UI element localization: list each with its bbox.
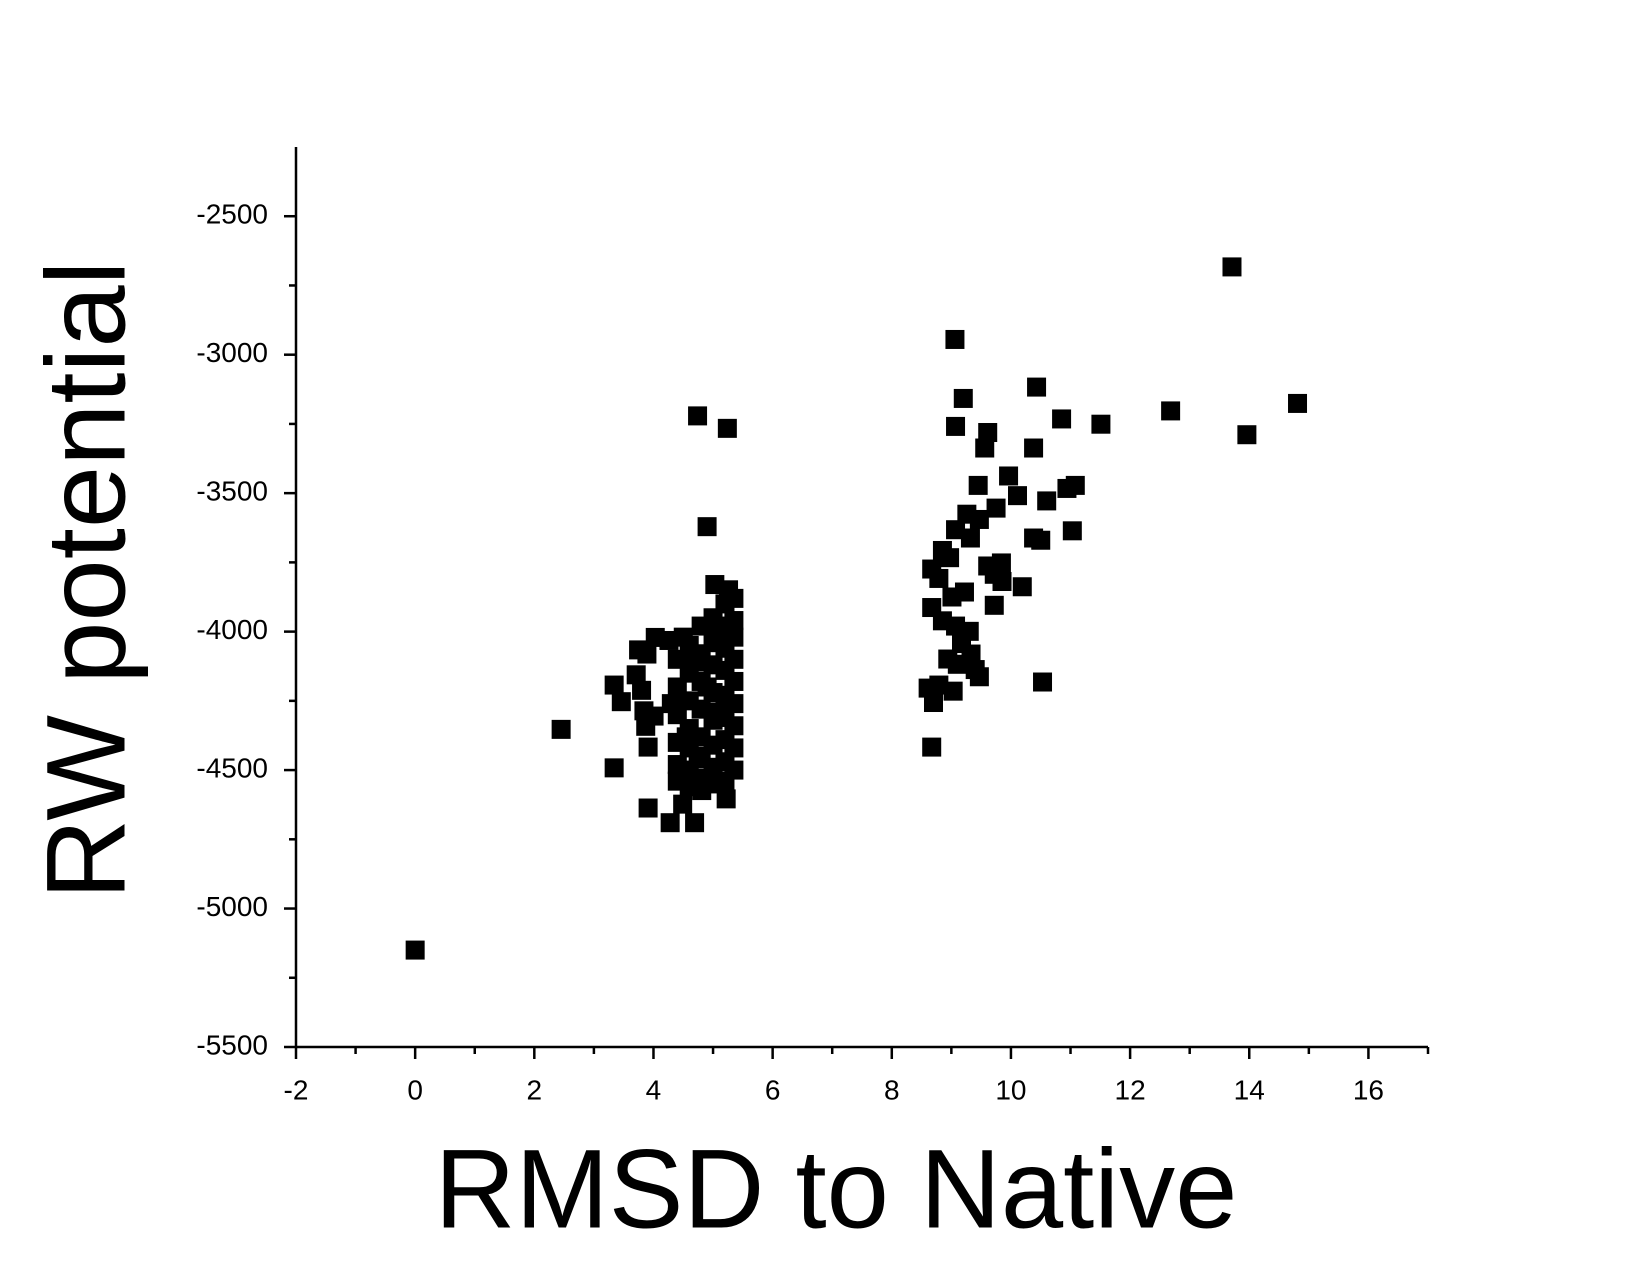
point xyxy=(724,738,744,758)
point xyxy=(632,680,652,700)
x-tick-label: 4 xyxy=(646,1074,662,1105)
point xyxy=(724,627,744,647)
point xyxy=(661,694,681,714)
point xyxy=(1161,401,1181,421)
point xyxy=(673,627,693,647)
point xyxy=(1008,486,1028,506)
point xyxy=(986,498,1006,518)
point xyxy=(676,727,696,747)
point xyxy=(1037,491,1057,511)
point xyxy=(922,737,942,757)
point xyxy=(697,517,717,537)
point xyxy=(697,677,717,697)
point xyxy=(724,671,744,691)
y-tick-label: -5500 xyxy=(196,1029,268,1060)
point xyxy=(992,571,1012,591)
y-tick-label: -3000 xyxy=(196,337,268,368)
point xyxy=(706,622,726,642)
point xyxy=(659,630,679,650)
point xyxy=(945,329,965,349)
point xyxy=(604,675,624,695)
x-tick-label: 10 xyxy=(995,1074,1026,1105)
x-tick-label: 0 xyxy=(407,1074,423,1105)
point xyxy=(1012,577,1032,597)
y-tick-label: -4000 xyxy=(196,614,268,645)
x-tick-label: 16 xyxy=(1353,1074,1384,1105)
x-tick-label: 8 xyxy=(884,1074,900,1105)
point xyxy=(1237,425,1257,445)
point xyxy=(969,509,989,529)
point xyxy=(929,568,949,588)
point xyxy=(1091,414,1111,434)
point xyxy=(1057,478,1077,498)
x-tick-label: 6 xyxy=(765,1074,781,1105)
point xyxy=(673,794,693,814)
point xyxy=(688,746,708,766)
point xyxy=(1288,393,1308,413)
point xyxy=(724,611,744,631)
point xyxy=(1052,409,1072,429)
point xyxy=(724,694,744,714)
point xyxy=(405,940,425,960)
y-tick-label: -3500 xyxy=(196,476,268,507)
x-tick-label: 12 xyxy=(1115,1074,1146,1105)
point xyxy=(1024,438,1044,458)
point xyxy=(724,716,744,736)
point xyxy=(943,681,963,701)
point xyxy=(634,701,654,721)
point xyxy=(946,416,966,436)
point xyxy=(918,678,938,698)
point xyxy=(969,667,989,687)
point xyxy=(1027,377,1047,397)
point xyxy=(685,813,705,833)
point xyxy=(947,654,967,674)
x-tick-label: -2 xyxy=(284,1074,309,1105)
point xyxy=(638,798,658,818)
point xyxy=(1062,521,1082,541)
x-tick-label: 14 xyxy=(1234,1074,1265,1105)
x-tick-label: 2 xyxy=(527,1074,543,1105)
point xyxy=(551,719,571,739)
point xyxy=(660,813,680,833)
point xyxy=(626,665,646,685)
point xyxy=(960,528,980,548)
point xyxy=(1031,530,1051,550)
y-tick-label: -5000 xyxy=(196,891,268,922)
point xyxy=(942,587,962,607)
point xyxy=(688,406,708,426)
point xyxy=(975,438,995,458)
y-tick-label: -4500 xyxy=(196,752,268,783)
point xyxy=(1222,257,1242,277)
point xyxy=(953,388,973,408)
point xyxy=(724,760,744,780)
point xyxy=(946,520,966,540)
point xyxy=(984,595,1004,615)
point xyxy=(968,475,988,495)
y-axis-label: RW potential xyxy=(24,260,149,899)
point xyxy=(717,418,737,438)
point xyxy=(724,649,744,669)
point xyxy=(611,692,631,712)
point xyxy=(685,652,705,672)
point xyxy=(1033,672,1053,692)
point xyxy=(637,644,657,664)
point xyxy=(978,423,998,443)
point xyxy=(709,702,729,722)
point xyxy=(724,588,744,608)
y-tick-label: -2500 xyxy=(196,199,268,230)
point xyxy=(923,693,943,713)
point xyxy=(604,758,624,778)
point xyxy=(940,548,960,568)
x-axis-label: RMSD to Native xyxy=(435,1127,1238,1252)
point xyxy=(716,789,736,809)
point xyxy=(638,737,658,757)
point xyxy=(999,466,1019,486)
